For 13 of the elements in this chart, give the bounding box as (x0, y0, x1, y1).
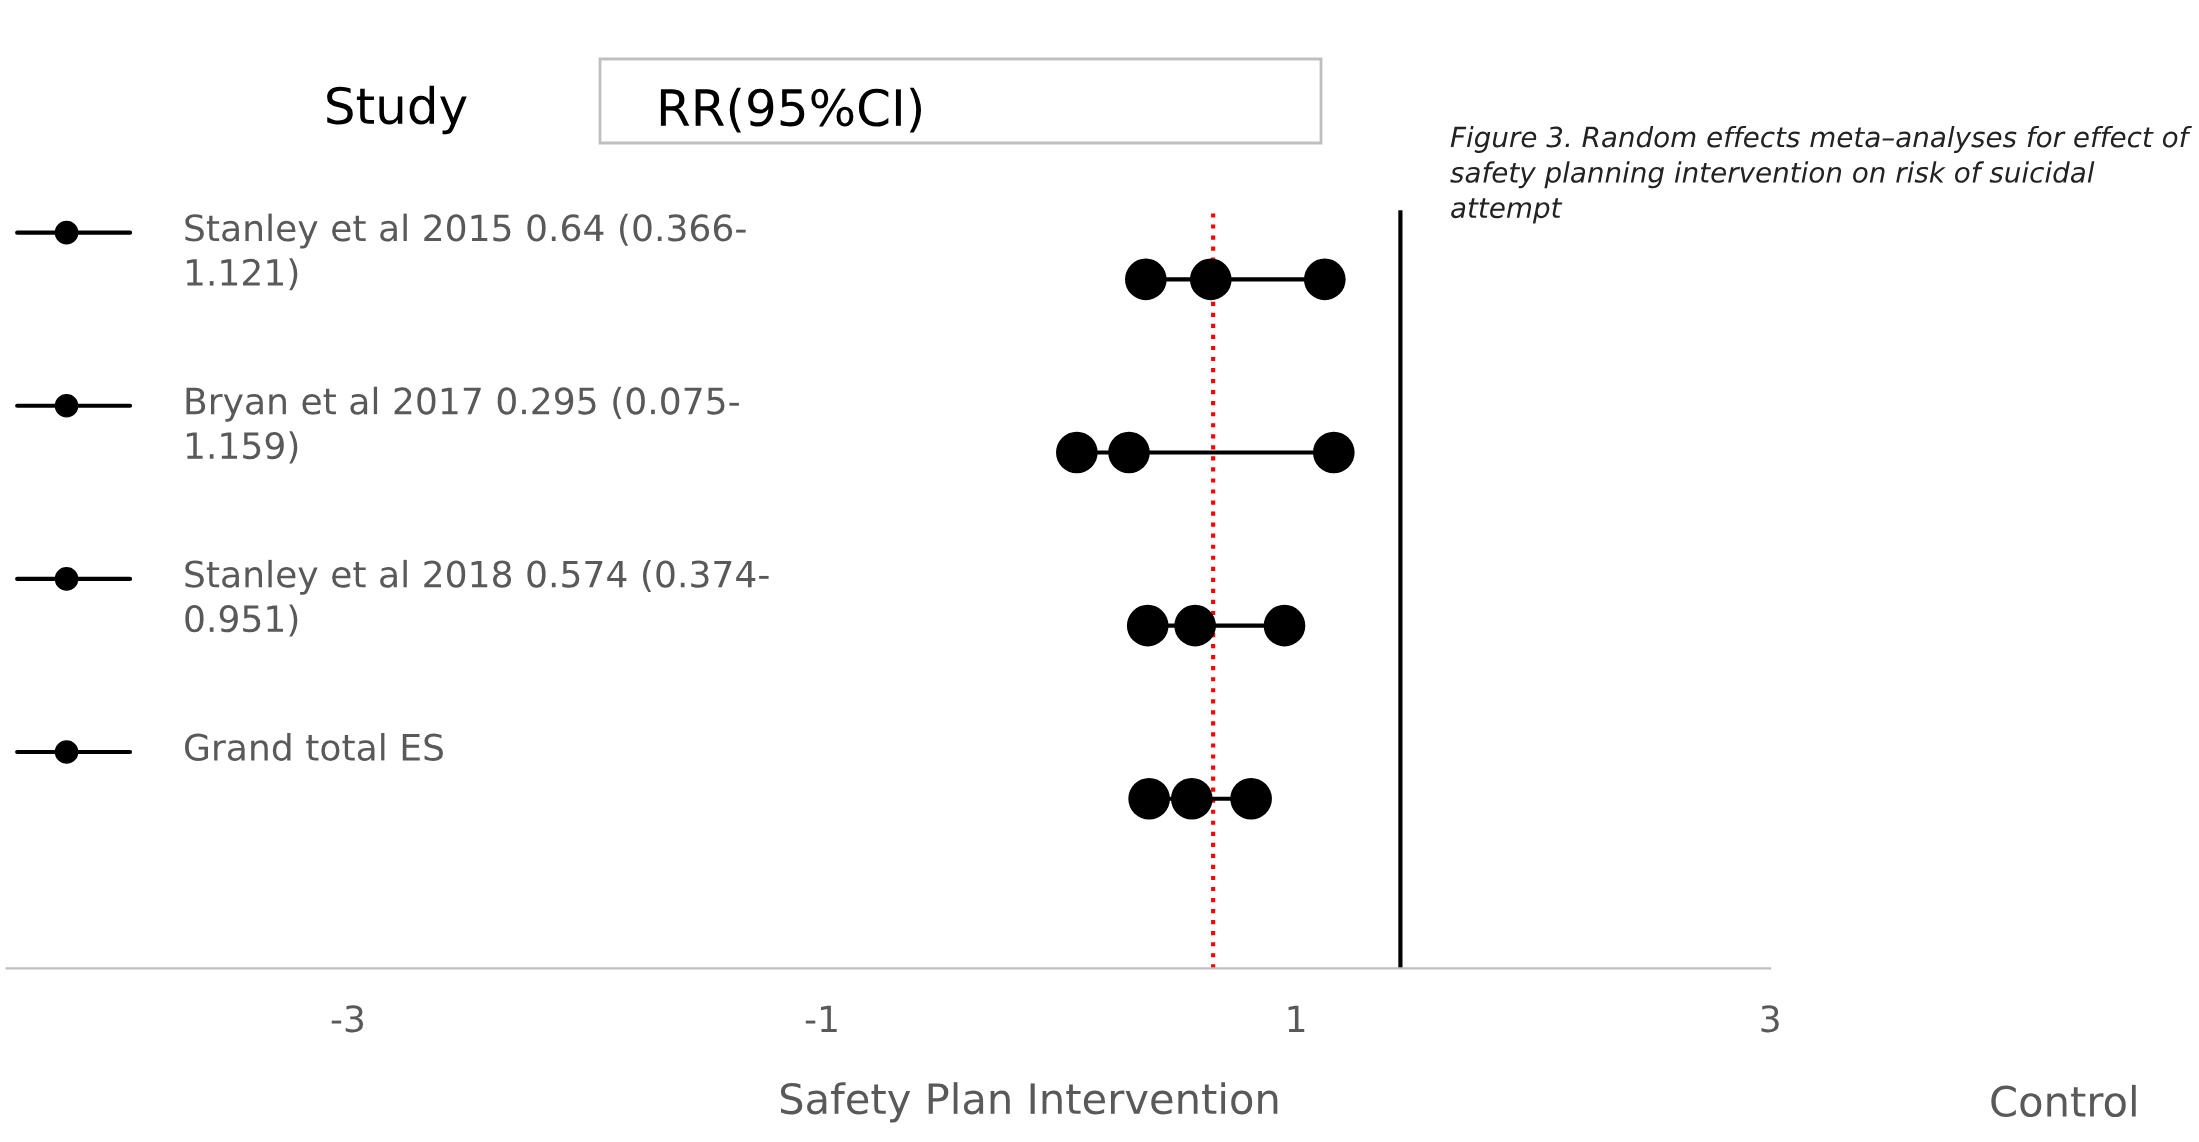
text: Study (327, 85, 467, 135)
annotation: Figure 3. Random effects meta–analyses for effect of safety planning intervention on risk of suicidal attempt (1450, 126, 2192, 224)
x-axis-title: Safety Plan Intervention (780, 1082, 1278, 1123)
y-tick-label: Stanley et al 2015 0.64 (0.366-1.121) (185, 213, 746, 291)
x-tick-label: 3 (1761, 1005, 1779, 1033)
y-tick-label: Bryan et al 2017 0.295 (0.075-1.159) (186, 386, 739, 464)
text: Control (1991, 1084, 2136, 1118)
text: RR(95%CI) (660, 87, 921, 133)
x-tick-label: -1 (805, 1005, 837, 1032)
y-tick-label: Grand total ES (184, 732, 443, 761)
x-tick-label: -3 (331, 1005, 364, 1033)
y-tick-label: Stanley et al 2018 0.574 (0.374-0.951) (185, 559, 769, 637)
x-tick-label: 1 (1288, 1005, 1305, 1032)
